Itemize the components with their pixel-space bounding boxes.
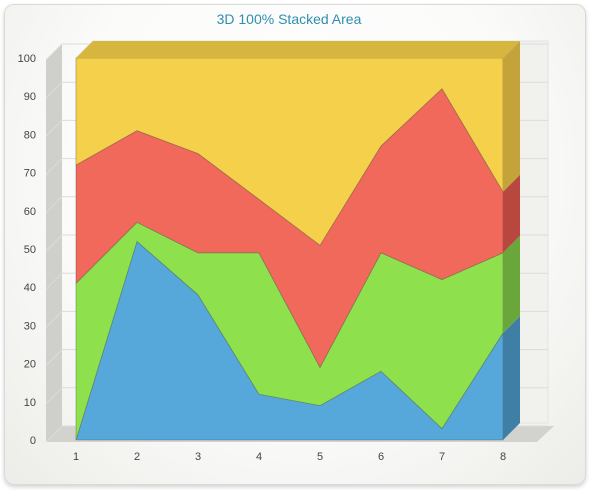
series-area <box>75 87 520 369</box>
x-axis-ticks: 1 2 3 4 5 6 7 8 <box>73 451 506 463</box>
x-tick-label: 2 <box>134 451 140 463</box>
y-tick-label: 100 <box>18 53 36 65</box>
y-tick-label: 20 <box>24 359 36 371</box>
series-area <box>75 240 520 441</box>
series-areas <box>75 41 520 441</box>
series-area-side <box>503 316 520 440</box>
series-area-side <box>503 174 520 253</box>
x-tick-label: 8 <box>500 451 506 463</box>
y-tick-label: 60 <box>24 206 36 218</box>
y-tick-label: 90 <box>24 91 36 103</box>
y-tick-label: 30 <box>24 320 36 332</box>
y-tick-label: 50 <box>24 244 36 256</box>
x-tick-label: 4 <box>256 451 262 463</box>
x-tick-label: 6 <box>378 451 384 463</box>
y-tick-label: 10 <box>24 397 36 409</box>
y-tick-label: 40 <box>24 282 36 294</box>
y-tick-label: 80 <box>24 129 36 141</box>
series-area-side <box>503 235 520 333</box>
series-area <box>75 41 520 246</box>
y-tick-label: 0 <box>30 435 36 447</box>
y-axis-ticks: 0 10 20 30 40 50 60 70 80 90 100 <box>18 53 36 447</box>
x-tick-label: 7 <box>439 451 445 463</box>
y-tick-label: 70 <box>24 168 36 180</box>
series-area-side <box>503 41 520 192</box>
x-tick-label: 1 <box>73 451 79 463</box>
chart-title: 3D 100% Stacked Area <box>217 11 362 27</box>
series-area-top <box>76 41 520 58</box>
x-tick-label: 3 <box>195 451 201 463</box>
x-tick-label: 5 <box>317 451 323 463</box>
